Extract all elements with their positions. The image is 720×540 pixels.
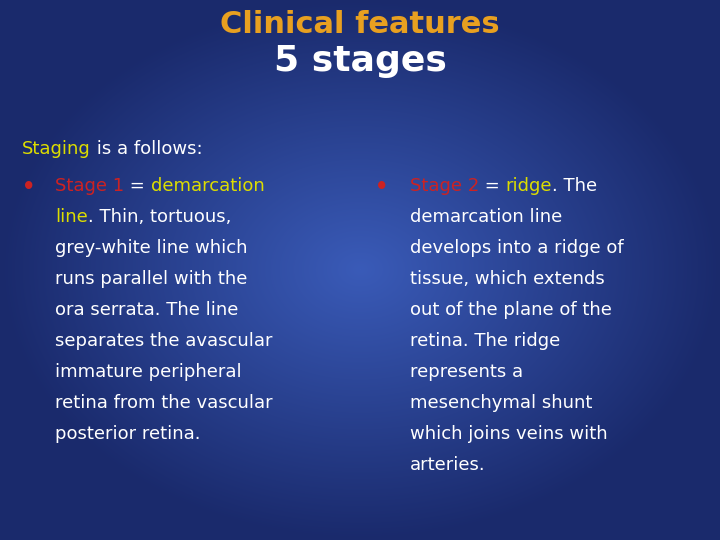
Text: develops into a ridge of: develops into a ridge of [410,239,624,257]
Text: 5 stages: 5 stages [274,44,446,78]
Text: mesenchymal shunt: mesenchymal shunt [410,394,593,412]
Text: arteries.: arteries. [410,456,485,474]
Text: retina from the vascular: retina from the vascular [55,394,273,412]
Text: tissue, which extends: tissue, which extends [410,270,605,288]
Text: =: = [480,177,505,195]
Text: ora serrata. The line: ora serrata. The line [55,301,238,319]
Text: out of the plane of the: out of the plane of the [410,301,612,319]
Text: line: line [55,208,88,226]
Text: Clinical features: Clinical features [220,10,500,39]
Text: represents a: represents a [410,363,523,381]
Text: Stage 2: Stage 2 [410,177,480,195]
Text: •: • [22,177,35,197]
Text: retina. The ridge: retina. The ridge [410,332,560,350]
Text: Staging: Staging [22,140,91,158]
Text: posterior retina.: posterior retina. [55,425,200,443]
Text: . The: . The [552,177,598,195]
Text: =: = [124,177,150,195]
Text: demarcation line: demarcation line [410,208,562,226]
Text: is a follows:: is a follows: [91,140,202,158]
Text: ridge: ridge [505,177,552,195]
Text: demarcation: demarcation [150,177,264,195]
Text: grey-white line which: grey-white line which [55,239,248,257]
Text: separates the avascular: separates the avascular [55,332,272,350]
Text: which joins veins with: which joins veins with [410,425,608,443]
Text: immature peripheral: immature peripheral [55,363,242,381]
Text: runs parallel with the: runs parallel with the [55,270,248,288]
Text: . Thin, tortuous,: . Thin, tortuous, [88,208,231,226]
Text: •: • [375,177,388,197]
Text: Stage 1: Stage 1 [55,177,124,195]
